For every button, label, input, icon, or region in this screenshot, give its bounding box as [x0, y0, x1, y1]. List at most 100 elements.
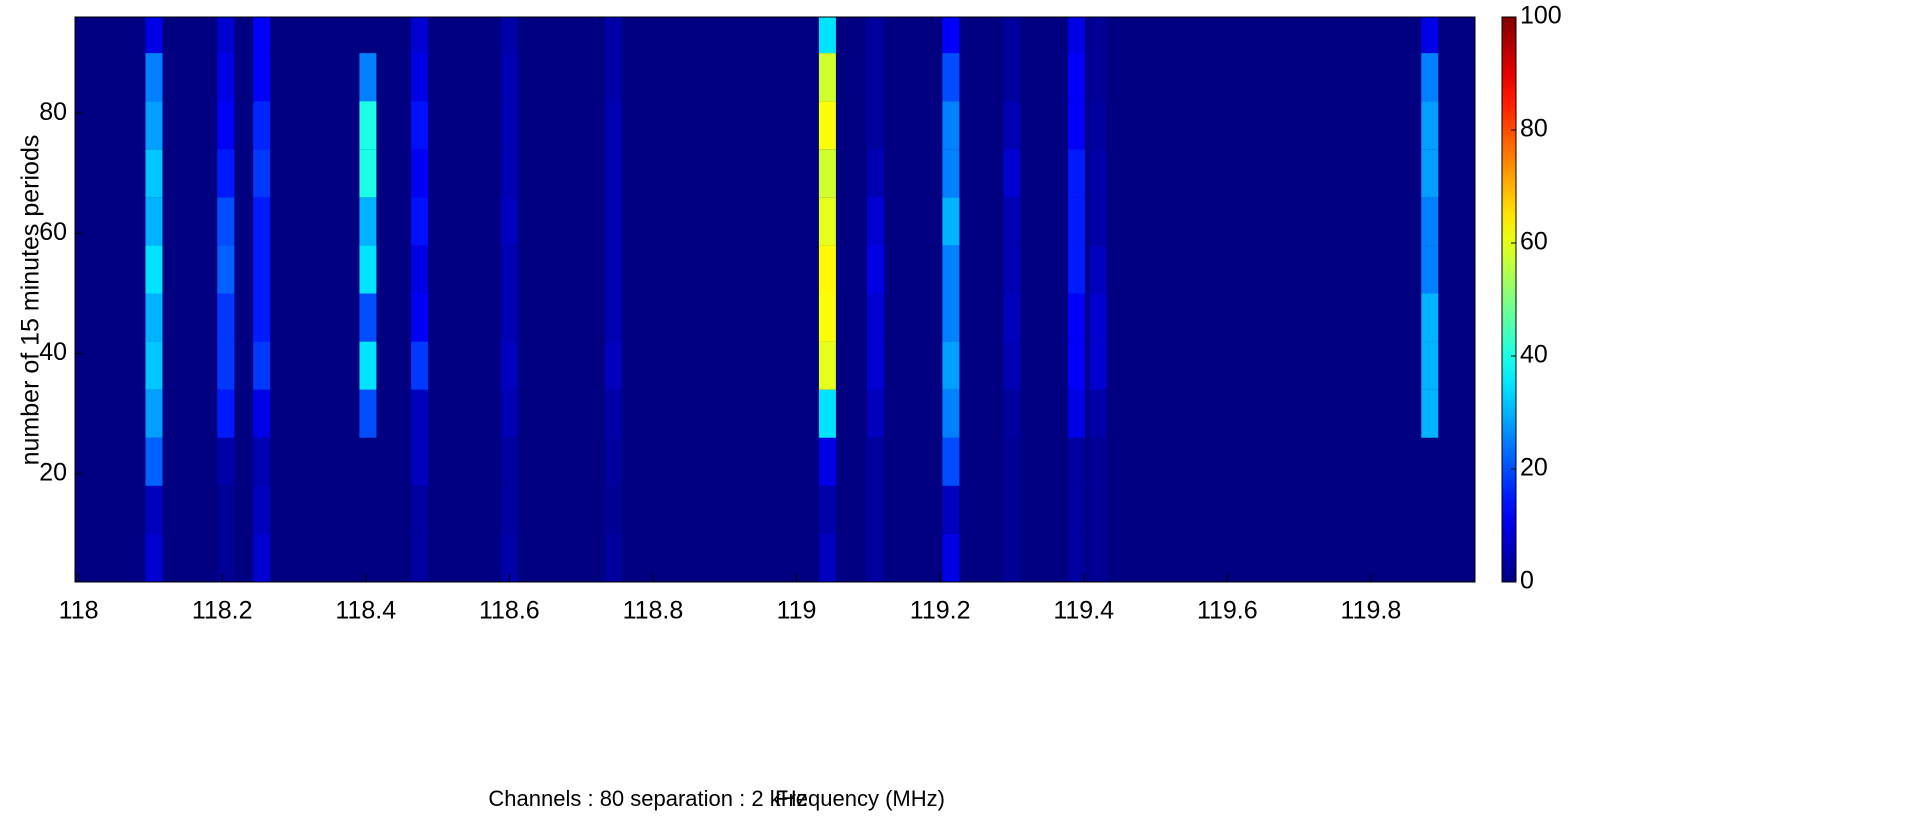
heatmap-cell	[867, 17, 885, 54]
heatmap-cell	[500, 53, 518, 102]
heatmap-cell	[867, 197, 885, 246]
heatmap-cell	[359, 17, 377, 54]
heatmap-cell	[942, 293, 960, 342]
heatmap-cell	[145, 341, 163, 390]
colorbar-tick-label: 20	[1520, 454, 1548, 482]
heatmap-cell	[818, 437, 836, 486]
heatmap-cell	[818, 341, 836, 390]
heatmap-cell	[500, 389, 518, 438]
heatmap-cell	[217, 437, 235, 486]
colorbar-tick-label: 60	[1520, 228, 1548, 256]
heatmap-cell	[217, 101, 235, 150]
heatmap-cell	[411, 293, 429, 342]
heatmap-cell	[818, 53, 836, 102]
heatmap-cell	[253, 197, 271, 246]
heatmap-cell	[942, 149, 960, 198]
heatmap-cell	[604, 437, 622, 486]
heatmap-cell	[1421, 341, 1439, 390]
heatmap-cell	[1421, 533, 1439, 582]
heatmap-cell	[942, 437, 960, 486]
heatmap-cell	[1068, 293, 1086, 342]
y-tick-label: 80	[39, 98, 67, 126]
heatmap-cell	[411, 533, 429, 582]
heatmap-cell	[604, 485, 622, 534]
heatmap-cell	[604, 17, 622, 54]
heatmap-cell	[1089, 101, 1107, 150]
heatmap-cell	[253, 17, 271, 54]
heatmap-cell	[145, 149, 163, 198]
heatmap-cell	[359, 293, 377, 342]
heatmap-cell	[1068, 485, 1086, 534]
plot-background	[75, 17, 1475, 582]
heatmap-cell	[411, 197, 429, 246]
heatmap-cell	[217, 341, 235, 390]
heatmap-cell	[253, 533, 271, 582]
heatmap-cell	[500, 149, 518, 198]
heatmap-cell	[500, 485, 518, 534]
heatmap-cell	[359, 341, 377, 390]
colorbar-tick-label: 100	[1520, 2, 1562, 30]
heatmap-cell	[359, 485, 377, 534]
heatmap-cell	[253, 341, 271, 390]
x-tick-label: 118.4	[335, 597, 396, 625]
heatmap-cell	[818, 245, 836, 294]
heatmap-cell	[1089, 197, 1107, 246]
heatmap-cell	[1068, 437, 1086, 486]
colorbar-tick-label: 40	[1520, 341, 1548, 369]
heatmap-cell	[1089, 389, 1107, 438]
heatmap-cell	[1068, 245, 1086, 294]
heatmap-cell	[604, 533, 622, 582]
heatmap-cell	[145, 485, 163, 534]
heatmap-cell	[1421, 17, 1439, 54]
heatmap-cell	[1068, 197, 1086, 246]
heatmap-cell	[411, 149, 429, 198]
heatmap-cell	[818, 293, 836, 342]
y-tick-label: 20	[39, 458, 67, 486]
heatmap-cell	[604, 245, 622, 294]
heatmap-cell	[942, 17, 960, 54]
heatmap-cell	[604, 53, 622, 102]
heatmap-cell	[411, 437, 429, 486]
x-tick-label: 119	[777, 597, 817, 625]
heatmap-cell	[1003, 101, 1021, 150]
heatmap-cell	[1068, 149, 1086, 198]
heatmap-cell	[818, 533, 836, 582]
heatmap-cell	[411, 389, 429, 438]
heatmap-cell	[411, 485, 429, 534]
heatmap-cell	[500, 293, 518, 342]
heatmap-cell	[942, 341, 960, 390]
heatmap-cell	[942, 533, 960, 582]
x-tick-label: 119.2	[910, 597, 971, 625]
heatmap-cell	[942, 485, 960, 534]
heatmap-cell	[867, 437, 885, 486]
x-tick-label: 119.6	[1197, 597, 1258, 625]
heatmap-cell	[1068, 53, 1086, 102]
heatmap-cell	[867, 389, 885, 438]
heatmap-cell	[217, 149, 235, 198]
heatmap-cell	[1421, 293, 1439, 342]
heatmap-cell	[145, 293, 163, 342]
heatmap-cell	[145, 389, 163, 438]
plot-frame	[74, 16, 1476, 583]
heatmap-cell	[1089, 245, 1107, 294]
heatmap-cell	[1089, 17, 1107, 54]
heatmap-cell	[1089, 149, 1107, 198]
heatmap-cell	[1421, 485, 1439, 534]
colorbar-tick-label: 0	[1520, 567, 1534, 595]
heatmap-cell	[604, 293, 622, 342]
heatmap-cell	[359, 533, 377, 582]
heatmap-cell	[1068, 341, 1086, 390]
y-axis-label: number of 15 minutes periods	[17, 135, 45, 466]
heatmap-cell	[867, 53, 885, 102]
heatmap-cell	[253, 485, 271, 534]
heatmap-cell	[1089, 293, 1107, 342]
heatmap-cell	[500, 533, 518, 582]
heatmap-cell	[604, 197, 622, 246]
heatmap-cell	[1003, 533, 1021, 582]
heatmap-cell	[145, 101, 163, 150]
heatmap-cell	[500, 197, 518, 246]
heatmap-cell	[500, 17, 518, 54]
colorbar	[1501, 16, 1517, 583]
annotation: Channels : 80 separation : 2 kHz	[488, 786, 807, 811]
heatmap-cell	[1421, 101, 1439, 150]
